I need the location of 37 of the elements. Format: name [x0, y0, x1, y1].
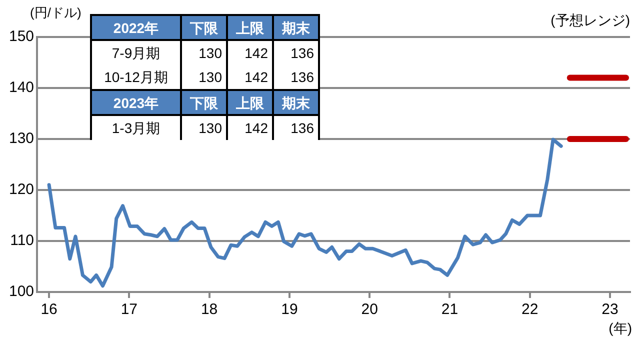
- y-axis-title: (円/ドル): [30, 4, 82, 22]
- annotation: 142: [227, 115, 273, 140]
- annotation: 10-12月期: [91, 65, 181, 90]
- x-tick-label: 21: [441, 301, 458, 318]
- annotation: 下限: [181, 90, 227, 115]
- annotation: 2023年: [91, 90, 181, 115]
- annotation: 130: [181, 65, 227, 90]
- annotation: 1-3月期: [91, 115, 181, 140]
- y-tick-label: 140: [8, 79, 34, 96]
- text: 上限: [236, 20, 264, 36]
- x-tick-label: 20: [361, 301, 378, 318]
- annotation: 7-9月期: [91, 40, 181, 65]
- annotation: 136: [273, 40, 319, 65]
- y-tick-label: 120: [8, 181, 34, 198]
- x-tick-label: 18: [200, 301, 218, 318]
- annotation: 136: [273, 115, 319, 140]
- y-tick-label: 100: [8, 283, 34, 300]
- annotation: 130: [181, 115, 227, 140]
- annotation: 期末: [273, 90, 319, 115]
- text: 期末: [282, 20, 310, 36]
- annotation: 上限: [227, 90, 273, 115]
- x-tick-label: 19: [281, 301, 298, 318]
- y-tick-label: 150: [8, 28, 34, 46]
- text: 2022年: [113, 20, 159, 36]
- x-axis-title: (年): [608, 320, 632, 338]
- x-tick-label: 17: [120, 301, 138, 318]
- annotation: 130: [181, 40, 227, 65]
- annotation: 142: [227, 40, 273, 65]
- x-tick-label: 23: [602, 301, 618, 318]
- text: 下限: [190, 20, 218, 36]
- annotation: 136: [273, 65, 319, 90]
- text: (予想レンジ): [550, 12, 630, 30]
- y-tick-label: 130: [8, 130, 34, 148]
- x-tick-label: 22: [521, 301, 538, 318]
- annotation: 142: [227, 65, 273, 90]
- y-tick-label: 110: [10, 232, 34, 250]
- x-tick-label: 16: [40, 301, 58, 318]
